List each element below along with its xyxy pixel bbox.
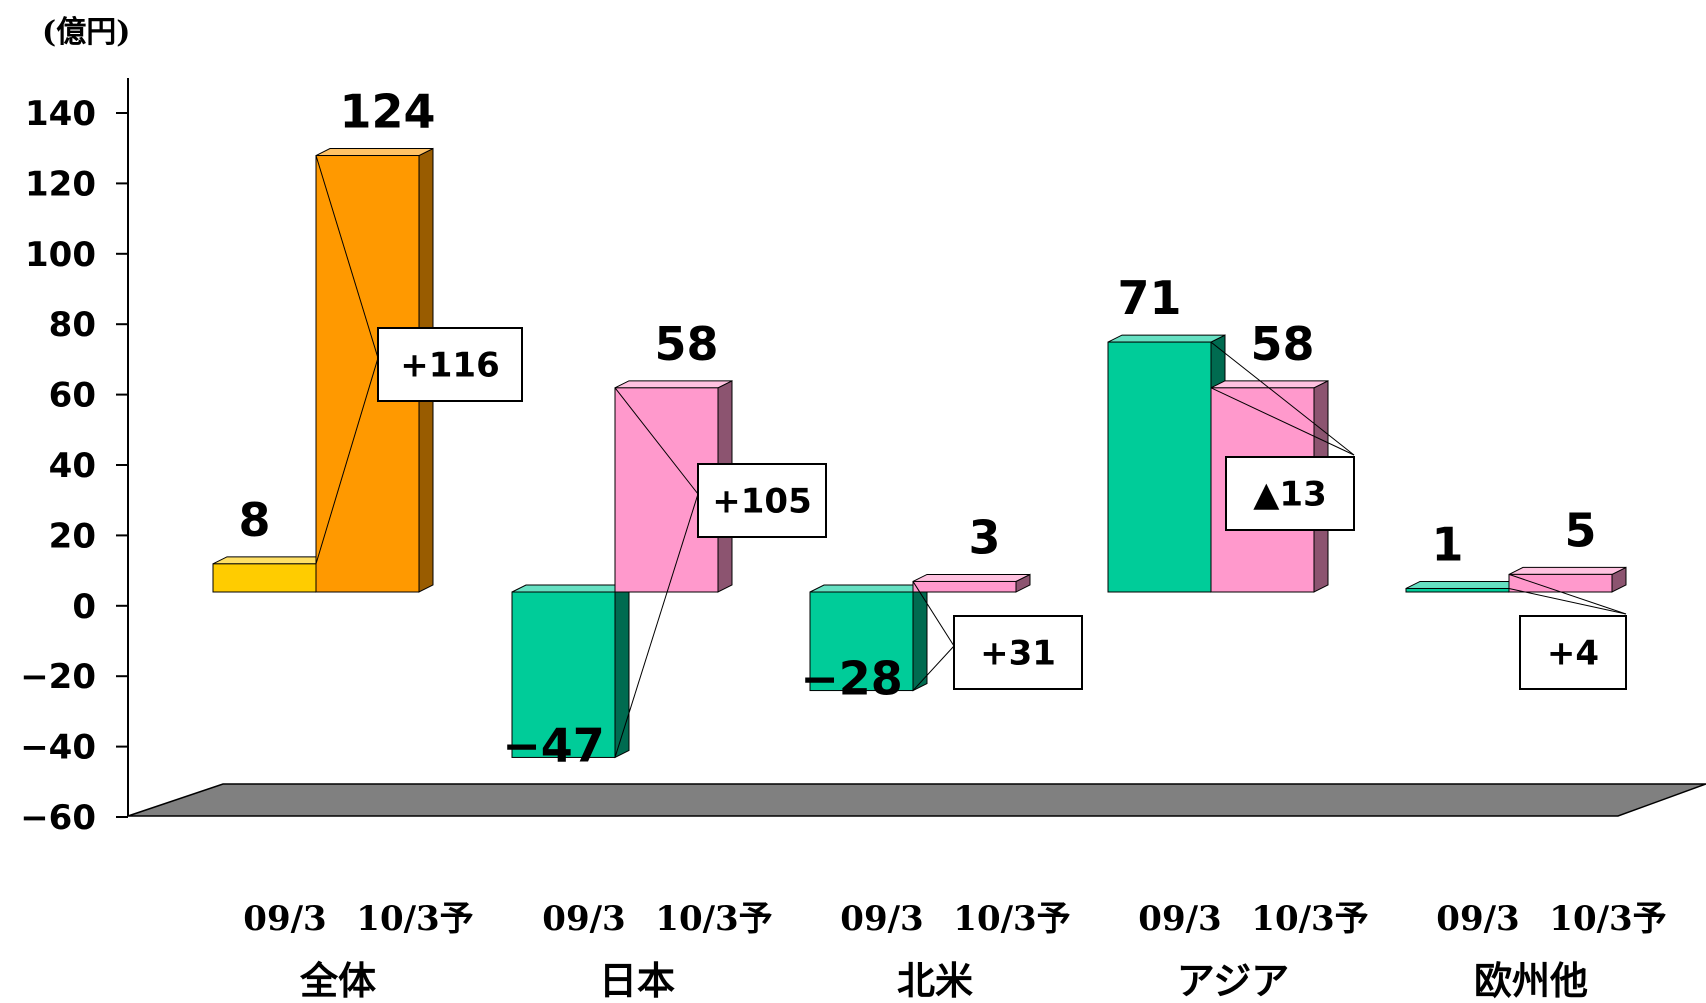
- period-label: 10/3予: [356, 899, 473, 939]
- y-tick-label: 80: [49, 305, 96, 345]
- bar-top: [1107, 334, 1226, 343]
- group-label: 全体: [299, 959, 376, 1003]
- callout-line: [912, 645, 955, 691]
- bar: [212, 563, 317, 593]
- group-label: アジア: [1177, 959, 1289, 1003]
- bar-top: [212, 556, 331, 565]
- value-labels: 8 124 −47 58 −28 3 71 58 1 5: [238, 85, 1596, 773]
- difference-label: +105: [712, 482, 811, 522]
- bar: [511, 591, 616, 758]
- difference-label: +4: [1547, 634, 1599, 674]
- bar-top: [614, 380, 733, 389]
- y-tick-label: 100: [25, 235, 96, 275]
- bar: [912, 580, 1017, 593]
- callout-line: [1508, 573, 1627, 615]
- bar-top: [511, 584, 630, 593]
- bar-value-label: 5: [1564, 503, 1596, 557]
- callout-line: [614, 387, 699, 495]
- y-tick-label: −20: [20, 657, 96, 697]
- difference-box: [953, 615, 1083, 690]
- difference-box: [1519, 615, 1627, 690]
- bar-top: [315, 148, 434, 157]
- y-axis-unit-label: (億円): [42, 15, 130, 50]
- bar-top: [912, 573, 1031, 582]
- period-label: 09/3: [1436, 899, 1519, 939]
- bar-value-label: 71: [1117, 271, 1181, 325]
- group-label: 欧州他: [1474, 959, 1588, 1003]
- difference-label: +31: [980, 634, 1056, 674]
- period-label: 10/3予: [953, 899, 1070, 939]
- bar-side: [614, 584, 630, 759]
- callout-line: [614, 493, 699, 758]
- bar-top: [1405, 580, 1524, 589]
- callout-line: [1210, 387, 1355, 456]
- y-tick-label: 60: [49, 376, 96, 416]
- bar-value-label: 124: [339, 85, 435, 139]
- bar: [809, 591, 914, 692]
- difference-box: [697, 463, 827, 538]
- y-tick-label: 20: [49, 516, 96, 556]
- y-tick-label: −60: [20, 798, 96, 838]
- bar-value-label: −47: [502, 718, 605, 772]
- callout-line: [315, 357, 379, 564]
- callout-line: [1210, 341, 1355, 456]
- bar: [1107, 341, 1212, 593]
- bar-value-label: 58: [654, 317, 718, 371]
- callout-line: [1508, 587, 1627, 615]
- y-tick-label: 120: [25, 164, 96, 204]
- period-label: 10/3予: [1549, 899, 1666, 939]
- group-label: 日本: [599, 959, 675, 1003]
- bar-value-label: −28: [800, 652, 903, 706]
- bar-value-label: 3: [968, 510, 1000, 564]
- difference-box: [1225, 456, 1355, 531]
- bar: [1508, 573, 1613, 593]
- bar-value-label: 58: [1250, 317, 1314, 371]
- bar-top: [809, 584, 928, 593]
- callout-line: [315, 155, 379, 359]
- bar-top: [1210, 380, 1329, 389]
- chart-floor-plane: [127, 783, 1706, 817]
- bar: [1405, 587, 1510, 593]
- period-label: 09/3: [243, 899, 326, 939]
- y-tick-label: −40: [20, 728, 96, 768]
- difference-label: ▲13: [1253, 475, 1326, 515]
- period-label: 09/3: [542, 899, 625, 939]
- difference-label: +116: [400, 346, 499, 386]
- y-tick-label: 0: [72, 587, 96, 627]
- difference-box: [377, 327, 523, 402]
- difference-callouts: +116 +105 +31 ▲13 +4: [315, 155, 1627, 758]
- period-label: 10/3予: [655, 899, 772, 939]
- bars: [212, 147, 1627, 759]
- y-tick-label: 140: [25, 94, 96, 134]
- callout-line: [912, 581, 955, 647]
- chart-floor: [127, 783, 1706, 817]
- bar-top: [1508, 566, 1627, 575]
- bar-value-label: 1: [1431, 517, 1463, 571]
- period-label: 10/3予: [1251, 899, 1368, 939]
- period-label: 09/3: [840, 899, 923, 939]
- y-tick-label: 40: [49, 446, 96, 486]
- group-label: 北米: [897, 959, 973, 1003]
- bar-value-label: 8: [238, 493, 270, 547]
- y-axis: (億円) 140 120 100 80 60 40 20 0 −20 −40 −60: [20, 15, 130, 838]
- period-label: 09/3: [1138, 899, 1221, 939]
